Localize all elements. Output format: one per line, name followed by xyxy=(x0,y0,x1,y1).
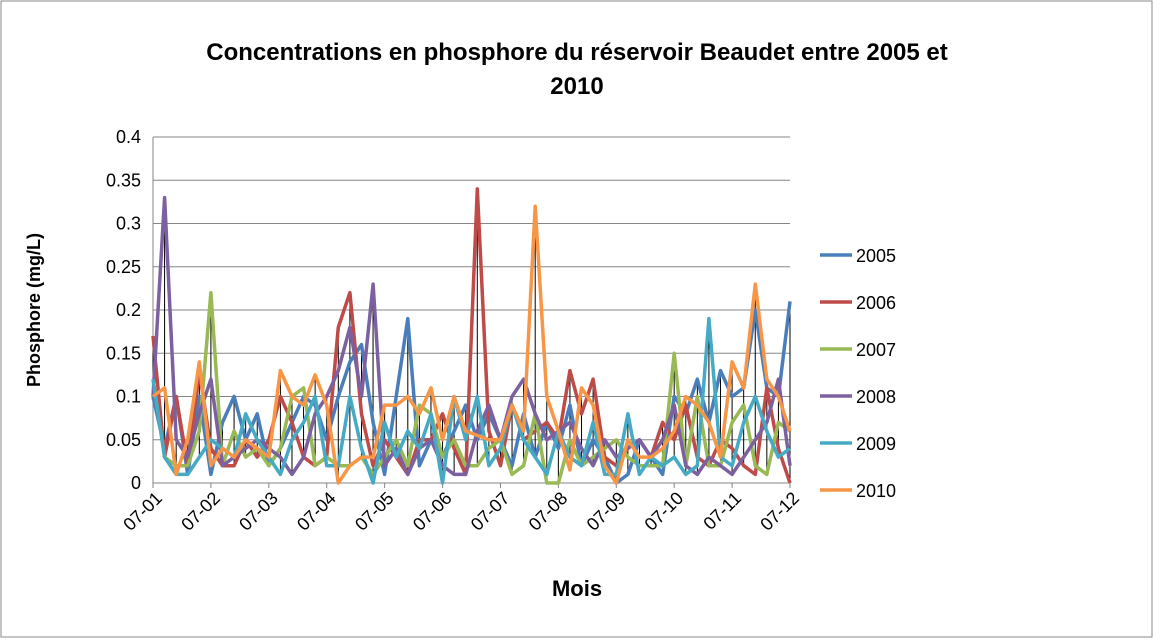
y-tick-label: 0.1 xyxy=(116,387,141,407)
y-tick-label: 0.15 xyxy=(106,343,141,363)
y-tick-label: 0.05 xyxy=(106,430,141,450)
series-line xyxy=(151,204,792,485)
y-axis-label: Phosphore (mg/L) xyxy=(24,233,44,387)
legend-label: 2005 xyxy=(856,246,896,266)
y-tick-label: 0.2 xyxy=(116,300,141,320)
y-tick-label: 0 xyxy=(131,473,141,493)
y-tick-label: 0.35 xyxy=(106,170,141,190)
y-tick-label: 0.25 xyxy=(106,257,141,277)
legend-label: 2010 xyxy=(856,481,896,501)
title-line: 2010 xyxy=(550,73,603,100)
legend-label: 2008 xyxy=(856,387,896,407)
y-tick-label: 0.3 xyxy=(116,214,141,234)
title-line: Concentrations en phosphore du réservoir… xyxy=(206,39,948,66)
series-line xyxy=(151,316,792,485)
legend-label: 2007 xyxy=(856,340,896,360)
legend-label: 2006 xyxy=(856,293,896,313)
legend-label: 2009 xyxy=(856,434,896,454)
chart-title: Concentrations en phosphore du réservoir… xyxy=(206,39,948,100)
y-tick-label: 0.4 xyxy=(116,127,141,147)
x-axis-label: Mois xyxy=(552,576,602,601)
